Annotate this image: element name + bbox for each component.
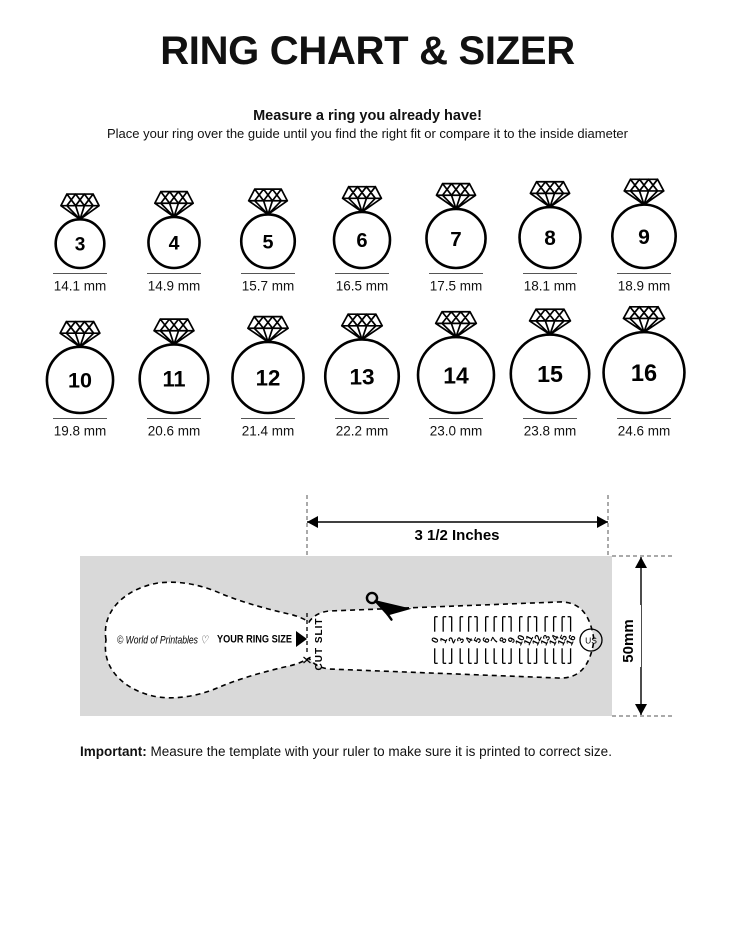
svg-text:© World of Printables ♡: © World of Printables ♡ <box>117 635 209 647</box>
svg-text:YOUR RING SIZE: YOUR RING SIZE <box>217 634 292 646</box>
svg-text:US: US <box>585 636 597 646</box>
svg-text:CUT SLIT: CUT SLIT <box>314 618 325 671</box>
svg-text:3 1/2 Inches: 3 1/2 Inches <box>414 527 499 544</box>
svg-text:50mm: 50mm <box>620 619 637 662</box>
